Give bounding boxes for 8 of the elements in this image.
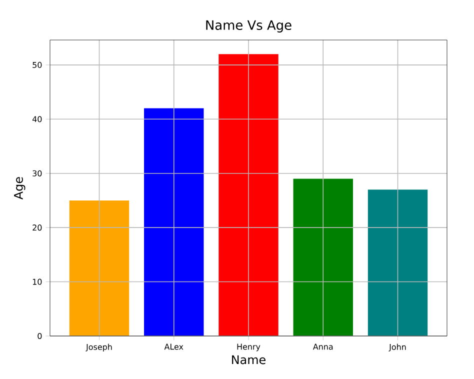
bar <box>218 54 278 336</box>
chart-title: Name Vs Age <box>206 20 292 32</box>
x-axis-title: Name <box>232 355 266 364</box>
bar <box>69 200 130 336</box>
y-axis-title: Age <box>14 177 26 200</box>
bar <box>293 178 353 336</box>
bar <box>368 190 428 336</box>
bar <box>144 108 204 336</box>
